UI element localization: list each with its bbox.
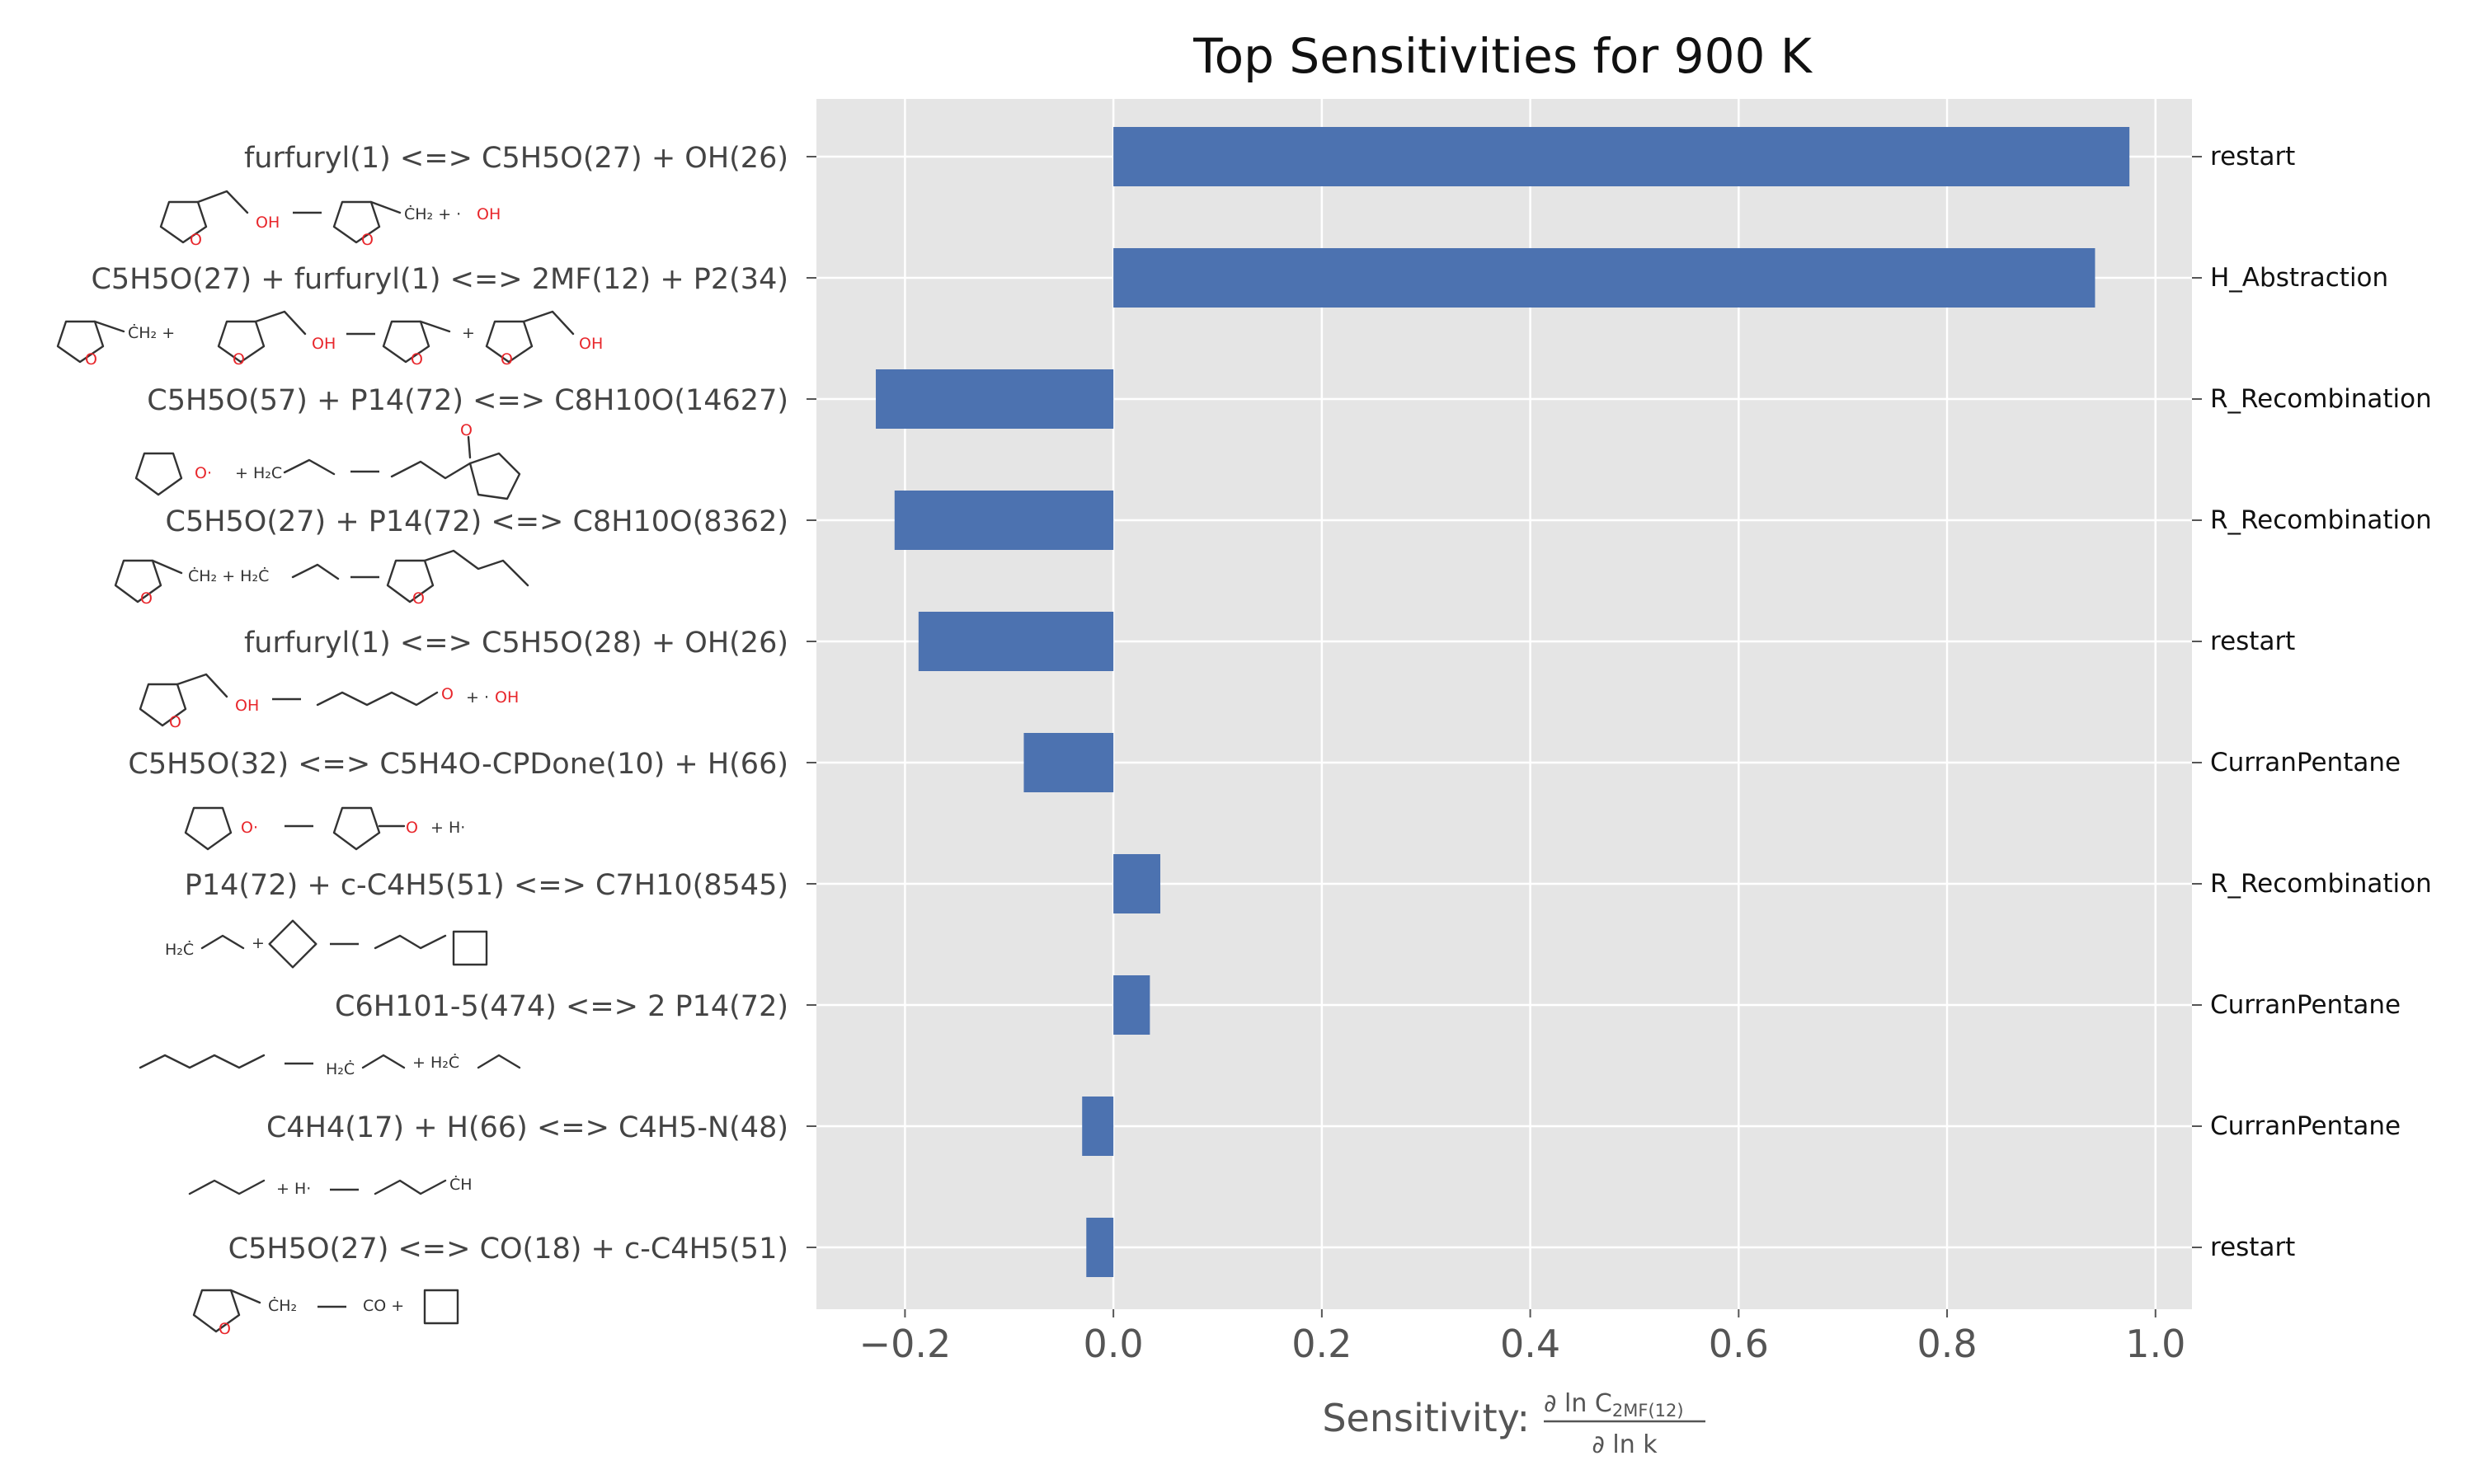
svg-text:ĊH₂ + ·: ĊH₂ + · xyxy=(404,204,461,223)
structure-row-9: + H· ĊH xyxy=(188,1175,473,1198)
svg-text:+ ·: + · xyxy=(466,688,489,707)
structure-row-3: O· + H₂C O xyxy=(134,421,521,500)
svg-text:ĊH₂: ĊH₂ xyxy=(268,1296,297,1315)
bar xyxy=(1113,248,2095,308)
reaction-labels: furfuryl(1) <=> C5H5O(27) + OH(26) C5H5O(… xyxy=(91,142,816,1266)
family-label: R_Recombination xyxy=(2210,505,2432,535)
svg-text:OH: OH xyxy=(495,688,519,707)
bar xyxy=(1023,733,1114,792)
svg-text:OH: OH xyxy=(256,214,280,232)
bars xyxy=(876,127,2130,1277)
family-label: H_Abstraction xyxy=(2210,263,2388,293)
numerator-text: ∂ ln C xyxy=(1544,1389,1612,1418)
reaction-label: furfuryl(1) <=> C5H5O(27) + OH(26) xyxy=(244,142,788,175)
family-label: CurranPentane xyxy=(2210,990,2401,1020)
svg-text:O: O xyxy=(140,589,153,608)
svg-text:O: O xyxy=(406,819,418,837)
svg-text:H₂Ċ: H₂Ċ xyxy=(326,1059,355,1078)
family-label: restart xyxy=(2210,142,2295,171)
structure-row-1: O OH O ĊH₂ + · OH xyxy=(159,190,501,249)
family-labels: restart H_Abstraction R_Recombination R_Rec… xyxy=(2192,142,2432,1262)
structure-row-5: O OH O + · OH xyxy=(139,673,519,731)
svg-text:OH: OH xyxy=(477,205,501,223)
svg-text:+ H₂C: + H₂C xyxy=(235,464,282,482)
svg-text:O: O xyxy=(412,589,425,608)
svg-text:O: O xyxy=(441,685,454,703)
structure-row-10: O ĊH₂ CO + xyxy=(192,1289,459,1338)
x-axis-label-prefix: Sensitivity: xyxy=(1322,1396,1530,1440)
svg-text:ĊH: ĊH xyxy=(449,1175,473,1194)
svg-text:CO +: CO + xyxy=(363,1297,404,1315)
svg-text:O: O xyxy=(85,350,97,369)
structure-row-4: O ĊH₂ + H₂Ċ O xyxy=(114,549,529,608)
reaction-label: C4H4(17) + H(66) <=> C4H5-N(48) xyxy=(266,1111,788,1144)
svg-text:O: O xyxy=(233,350,245,369)
reaction-label: C5H5O(32) <=> C5H4O-CPDone(10) + H(66) xyxy=(128,748,788,781)
bar xyxy=(1113,127,2130,186)
bar xyxy=(1086,1218,1114,1277)
reaction-label: C6H101-5(474) <=> 2 P14(72) xyxy=(335,990,788,1023)
reaction-label: P14(72) + c-C4H5(51) <=> C7H10(8545) xyxy=(185,869,788,902)
family-label: restart xyxy=(2210,627,2295,656)
reaction-label: C5H5O(27) <=> CO(18) + c-C4H5(51) xyxy=(228,1233,788,1266)
svg-text:OH: OH xyxy=(579,335,603,353)
family-label: R_Recombination xyxy=(2210,869,2432,899)
bar xyxy=(1113,975,1150,1035)
svg-text:+ H·: + H· xyxy=(276,1180,311,1198)
svg-text:+ H₂Ċ: + H₂Ċ xyxy=(412,1053,459,1072)
x-axis-ticks: −0.2 0.0 0.2 0.4 0.6 0.8 1.0 xyxy=(859,1309,2185,1366)
svg-text:O: O xyxy=(361,231,374,249)
svg-text:H₂Ċ: H₂Ċ xyxy=(165,940,194,959)
structure-row-7: H₂Ċ + xyxy=(165,919,488,969)
svg-text:O: O xyxy=(219,1320,231,1338)
svg-text:+ H·: + H· xyxy=(430,819,465,837)
svg-text:O·: O· xyxy=(241,819,258,837)
svg-text:+: + xyxy=(252,934,265,952)
x-tick-label: 0.2 xyxy=(1291,1322,1352,1366)
x-axis-label-numerator: ∂ ln C2MF(12) xyxy=(1544,1389,1684,1421)
reaction-label: C5H5O(57) + P14(72) <=> C8H10O(14627) xyxy=(147,384,788,417)
bar xyxy=(1082,1097,1114,1156)
x-tick-label: 0.0 xyxy=(1084,1322,1144,1366)
bar xyxy=(918,612,1114,671)
family-label: CurranPentane xyxy=(2210,1111,2401,1141)
structure-row-2: O ĊH₂ + O OH O + O OH xyxy=(56,310,603,369)
family-label: CurranPentane xyxy=(2210,748,2401,777)
bar xyxy=(1113,854,1160,913)
structure-row-8: H₂Ċ + H₂Ċ xyxy=(139,1053,521,1078)
family-label: R_Recombination xyxy=(2210,384,2432,414)
svg-text:O: O xyxy=(190,231,202,249)
svg-text:+: + xyxy=(462,324,475,342)
x-tick-label: 0.8 xyxy=(1917,1322,1977,1366)
svg-text:O: O xyxy=(460,421,473,439)
numerator-subscript: 2MF(12) xyxy=(1612,1401,1684,1421)
family-label: restart xyxy=(2210,1233,2295,1262)
svg-text:OH: OH xyxy=(312,335,336,353)
svg-text:ĊH₂ + H₂Ċ: ĊH₂ + H₂Ċ xyxy=(188,566,269,585)
svg-text:O: O xyxy=(411,350,423,369)
bar xyxy=(894,491,1114,550)
reaction-structures: O OH O ĊH₂ + · OH O ĊH₂ + O OH O + xyxy=(56,190,603,1338)
bar xyxy=(876,369,1114,429)
reaction-label: furfuryl(1) <=> C5H5O(28) + OH(26) xyxy=(244,627,788,660)
x-tick-label: 1.0 xyxy=(2125,1322,2185,1366)
structure-row-6: O· O + H· xyxy=(184,806,465,851)
reaction-label: C5H5O(27) + furfuryl(1) <=> 2MF(12) + P2… xyxy=(91,263,788,296)
svg-text:ĊH₂ +: ĊH₂ + xyxy=(128,323,175,342)
x-tick-label: 0.6 xyxy=(1709,1322,1769,1366)
svg-text:OH: OH xyxy=(235,697,259,715)
x-tick-label: 0.4 xyxy=(1500,1322,1560,1366)
svg-text:O: O xyxy=(501,350,513,369)
x-axis-label-denominator: ∂ ln k xyxy=(1592,1430,1658,1459)
reaction-label: C5H5O(27) + P14(72) <=> C8H10O(8362) xyxy=(166,505,788,538)
svg-text:O: O xyxy=(169,713,181,731)
x-tick-label: −0.2 xyxy=(859,1322,952,1366)
x-axis-label: Sensitivity: ∂ ln C2MF(12) ∂ ln k xyxy=(1322,1389,1705,1459)
svg-text:O·: O· xyxy=(195,464,212,482)
chart-title: Top Sensitivities for 900 K xyxy=(1192,28,1813,84)
